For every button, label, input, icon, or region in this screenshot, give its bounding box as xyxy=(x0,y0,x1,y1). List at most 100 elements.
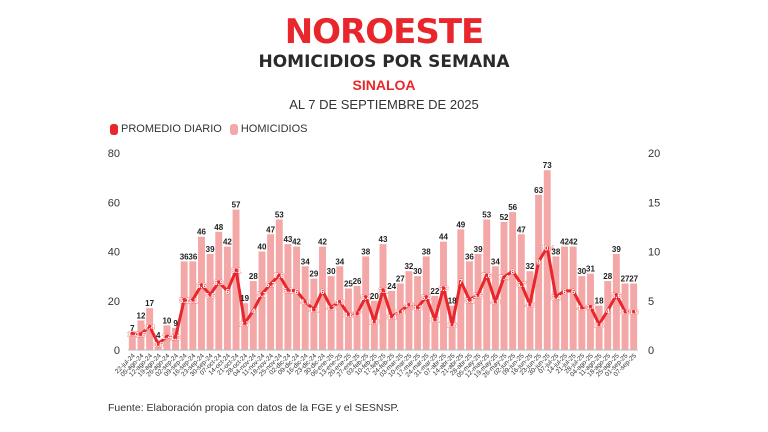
left-axis-tick-label: 60 xyxy=(108,197,120,209)
line-data-label: 5.1 xyxy=(179,296,189,305)
line-point xyxy=(580,306,584,310)
line-data-label: 8.1 xyxy=(231,266,241,275)
bar-homicidios xyxy=(284,244,292,350)
line-point xyxy=(225,289,230,293)
right-axis-tick-label: 5 xyxy=(648,296,654,308)
line-data-label: 3.6 xyxy=(343,311,353,320)
line-point xyxy=(312,308,316,312)
legend-swatch-line xyxy=(110,123,118,135)
line-point xyxy=(199,283,204,287)
bar-homicidios xyxy=(344,288,352,350)
line-point xyxy=(346,312,351,317)
bar-data-label: 25 xyxy=(344,279,353,288)
chart-legend: PROMEDIO DIARIO HOMICIDIOS xyxy=(110,123,315,135)
line-point xyxy=(251,309,255,313)
line-point xyxy=(303,300,307,304)
bar-homicidios xyxy=(526,271,534,350)
bar-data-label: 32 xyxy=(525,262,534,271)
bar-homicidios xyxy=(249,281,257,350)
line-point xyxy=(208,293,212,297)
line-point xyxy=(156,342,160,346)
bar-homicidios xyxy=(405,271,413,350)
line-data-label: 4.3 xyxy=(412,304,422,313)
bar-data-label: 39 xyxy=(474,245,483,254)
line-data-label: 0.6 xyxy=(153,340,163,349)
line-data-label: 10.4 xyxy=(540,244,555,253)
line-point xyxy=(424,295,428,299)
line-point xyxy=(519,282,523,286)
line-data-label: 4 xyxy=(251,307,256,316)
bar-data-label: 46 xyxy=(197,228,206,237)
bar-homicidios xyxy=(319,246,326,350)
brand-wordmark: NOROESTE xyxy=(284,12,485,52)
line-data-label: 5.4 xyxy=(421,293,432,302)
line-data-label: 5.7 xyxy=(257,290,267,299)
line-point xyxy=(467,298,472,302)
line-point xyxy=(398,309,402,314)
line-data-label: 3.9 xyxy=(620,308,630,317)
bar-data-label: 34 xyxy=(301,257,310,266)
bar-homicidios xyxy=(448,305,456,350)
line-data-label: 4.4 xyxy=(585,303,596,312)
line-data-label: 5.6 xyxy=(473,291,483,300)
bar-data-label: 29 xyxy=(309,270,318,279)
bar-data-label: 18 xyxy=(448,297,457,306)
line-data-label: 6.7 xyxy=(265,280,275,289)
line-point xyxy=(571,289,575,293)
line-data-label: 5.6 xyxy=(611,291,621,300)
bar-data-label: 27 xyxy=(621,275,630,284)
bar-homicidios xyxy=(215,231,223,350)
bar-homicidios xyxy=(258,251,266,350)
line-point xyxy=(511,269,515,273)
bar-data-label: 39 xyxy=(206,245,215,254)
line-point xyxy=(485,273,489,277)
bar-data-label: 40 xyxy=(258,243,267,252)
bar-homicidios xyxy=(500,221,508,350)
bar-data-label: 9 xyxy=(173,319,178,328)
bar-data-label: 27 xyxy=(396,275,405,284)
bar-data-label: 42 xyxy=(292,238,301,247)
line-point xyxy=(588,305,593,309)
line-point xyxy=(182,298,186,302)
bar-homicidios xyxy=(327,276,335,350)
bar-data-label: 10 xyxy=(162,316,171,325)
bar-homicidios xyxy=(275,219,283,350)
line-point xyxy=(191,298,195,302)
bar-data-label: 42 xyxy=(318,238,327,247)
bar-data-label: 53 xyxy=(275,210,284,219)
line-data-label: 6 xyxy=(571,287,575,296)
bar-data-label: 52 xyxy=(500,213,509,222)
line-point xyxy=(528,303,532,307)
legend-label-bar: HOMICIDIOS xyxy=(240,123,308,135)
line-point xyxy=(372,319,376,324)
bar-data-label: 34 xyxy=(491,257,500,266)
line-point xyxy=(623,309,627,314)
bar-data-label: 4 xyxy=(156,331,161,340)
bar-data-label: 36 xyxy=(180,252,189,261)
left-axis-tick-label: 0 xyxy=(114,345,120,357)
line-point xyxy=(381,288,385,292)
line-point xyxy=(493,300,497,304)
line-data-label: 9 xyxy=(537,257,541,266)
line-data-label: 4.3 xyxy=(326,304,336,313)
line-data-label: 6 xyxy=(294,287,298,296)
line-data-label: 6.1 xyxy=(378,286,388,295)
bar-homicidios xyxy=(457,229,465,350)
bar-data-label: 38 xyxy=(551,247,560,256)
line-data-label: 2.4 xyxy=(144,322,155,331)
noroeste-logo: NOROESTE xyxy=(0,12,768,52)
bar-data-label: 20 xyxy=(370,292,379,301)
bar-homicidios xyxy=(223,246,231,350)
left-axis-tick-label: 20 xyxy=(108,296,120,308)
line-point xyxy=(632,309,636,314)
line-point xyxy=(502,275,506,279)
line-data-label: 4.3 xyxy=(577,304,587,313)
bar-homicidios xyxy=(552,256,560,350)
legend-label-line: PROMEDIO DIARIO xyxy=(121,123,222,135)
right-axis-tick-label: 0 xyxy=(648,345,654,357)
bar-homicidios xyxy=(293,246,301,350)
line-point xyxy=(459,279,463,283)
line-data-label: 7.6 xyxy=(482,271,492,280)
bar-data-label: 53 xyxy=(482,210,491,219)
line-data-label: 2.7 xyxy=(239,319,249,328)
